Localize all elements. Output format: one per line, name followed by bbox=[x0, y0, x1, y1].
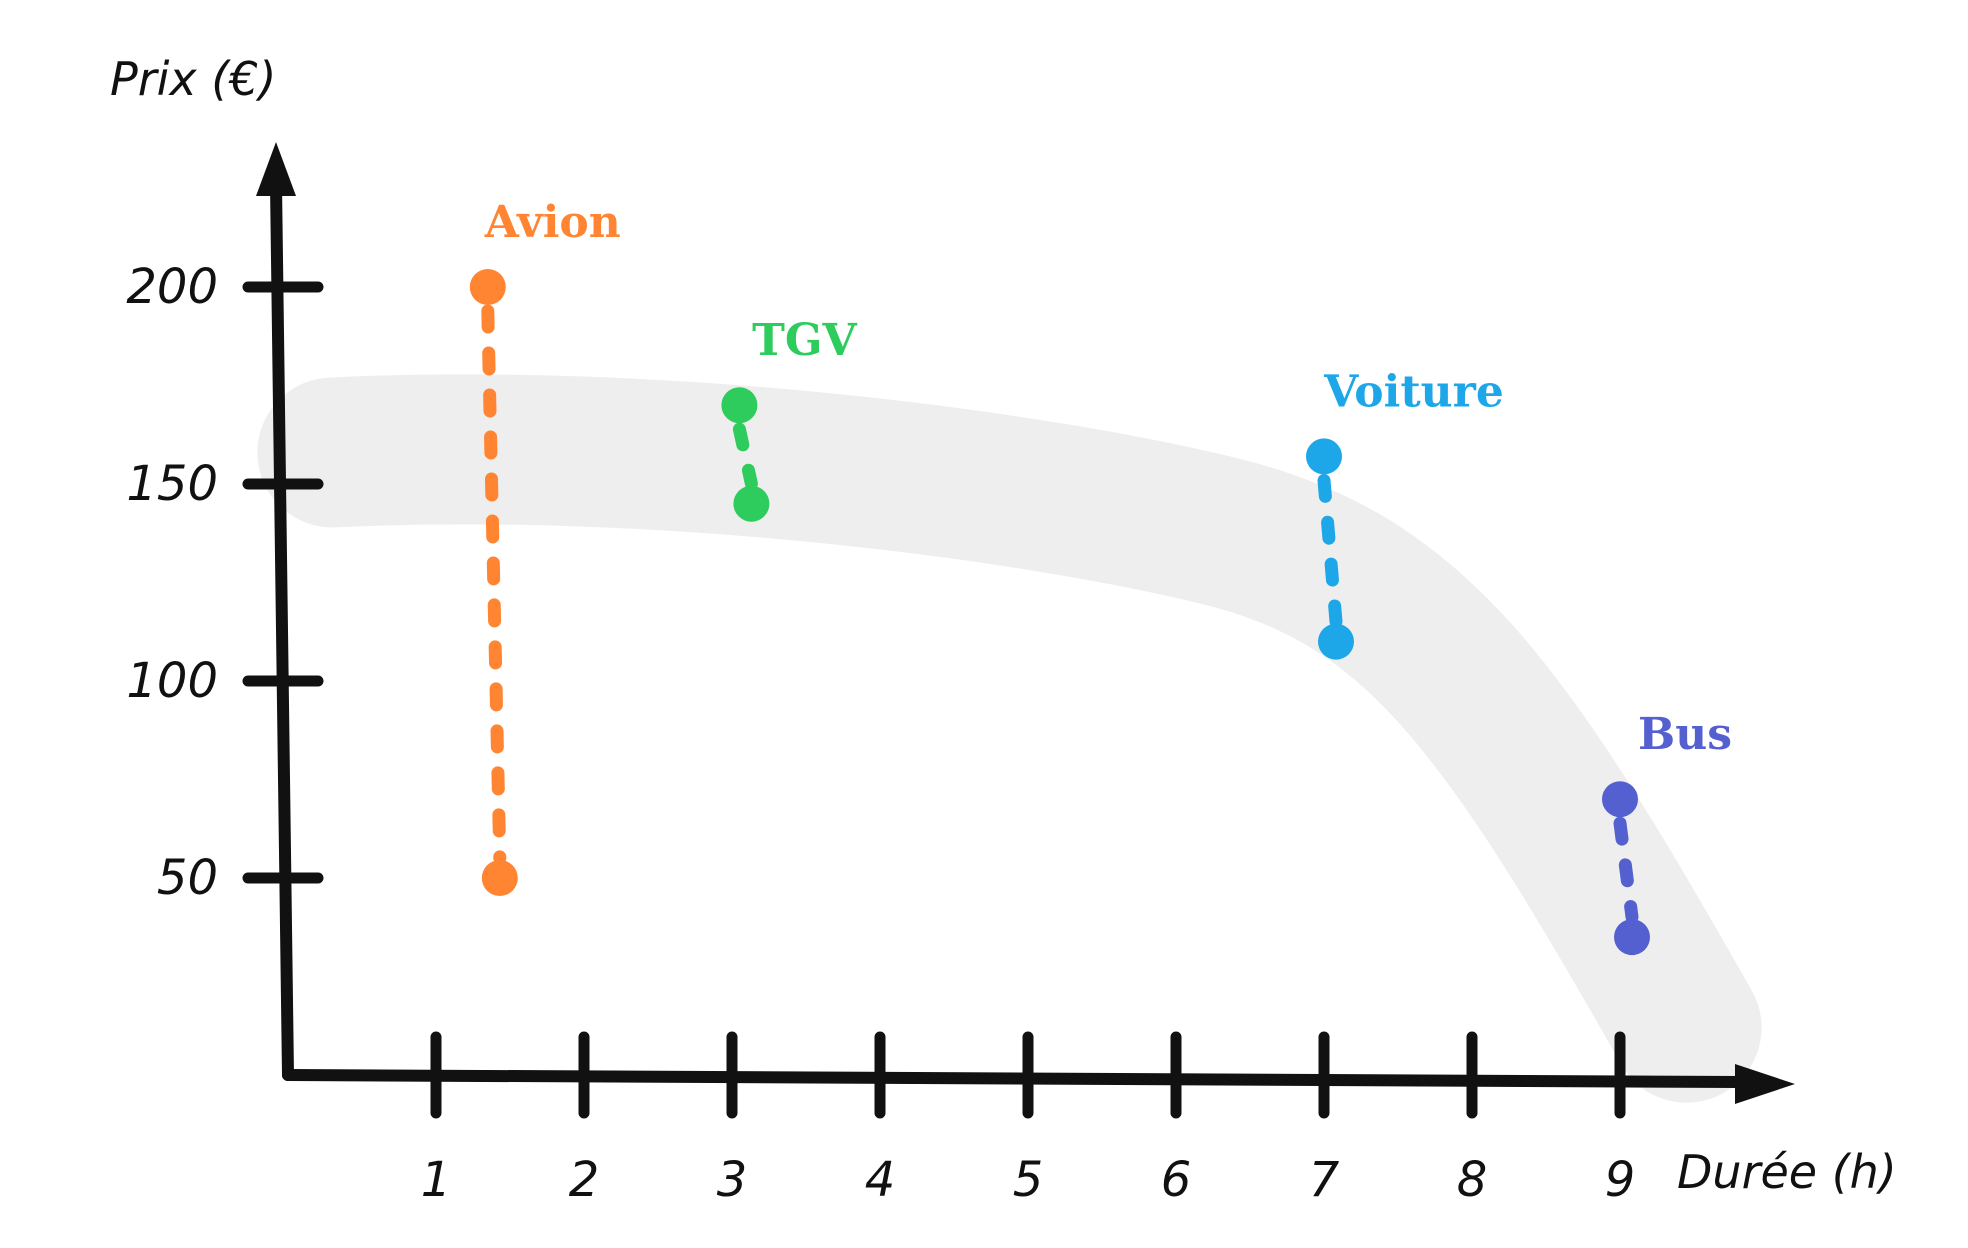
series-tgv: TGV bbox=[721, 315, 857, 522]
series-max-point bbox=[1306, 438, 1342, 475]
y-tick-label: 200 bbox=[126, 259, 218, 315]
y-tick-label: 100 bbox=[126, 653, 218, 709]
series-voiture: Voiture bbox=[1306, 366, 1504, 660]
series-layer: Avion TGV Voiture Bus bbox=[469, 197, 1732, 956]
series-max-point bbox=[469, 269, 506, 305]
series-min-point bbox=[733, 485, 770, 522]
x-tick-label: 3 bbox=[717, 1152, 748, 1208]
x-axis-title: Durée (h) bbox=[1677, 1145, 1897, 1199]
series-label: Bus bbox=[1638, 709, 1732, 760]
x-tick-label: 5 bbox=[1013, 1152, 1044, 1208]
x-axis-line bbox=[282, 1069, 1746, 1088]
y-axis-title: Prix (€) bbox=[110, 52, 276, 106]
series-range-line bbox=[1613, 816, 1639, 924]
series-min-point bbox=[1614, 919, 1650, 956]
series-max-point bbox=[1602, 781, 1638, 818]
x-tick-label: 1 bbox=[421, 1152, 452, 1208]
y-axis-arrow bbox=[256, 142, 296, 196]
axes bbox=[256, 142, 1795, 1104]
y-tick-label: 150 bbox=[126, 456, 218, 512]
series-bus: Bus bbox=[1602, 709, 1732, 956]
x-tick-label: 2 bbox=[569, 1152, 600, 1208]
x-tick-label: 4 bbox=[865, 1152, 896, 1208]
y-tick-label: 50 bbox=[157, 850, 218, 906]
series-avion: Avion bbox=[469, 197, 621, 896]
trend-band bbox=[257, 374, 1762, 1103]
series-range-line bbox=[732, 422, 758, 491]
x-axis-arrow bbox=[1735, 1064, 1795, 1104]
ticks: 1 2 3 4 5 6 7 8 9 50 100 150 200 bbox=[126, 259, 1635, 1208]
x-tick-label: 9 bbox=[1605, 1152, 1636, 1208]
y-axis-line bbox=[270, 179, 294, 1081]
x-tick-label: 6 bbox=[1161, 1152, 1192, 1208]
series-max-point bbox=[721, 387, 758, 424]
series-label: Avion bbox=[484, 197, 621, 248]
series-label: Voiture bbox=[1323, 366, 1504, 417]
x-tick-label: 7 bbox=[1309, 1152, 1340, 1208]
series-label: TGV bbox=[752, 315, 857, 366]
series-min-point bbox=[481, 860, 518, 896]
x-tick-label: 8 bbox=[1457, 1152, 1488, 1208]
series-range-line bbox=[481, 304, 507, 865]
series-min-point bbox=[1318, 623, 1354, 660]
